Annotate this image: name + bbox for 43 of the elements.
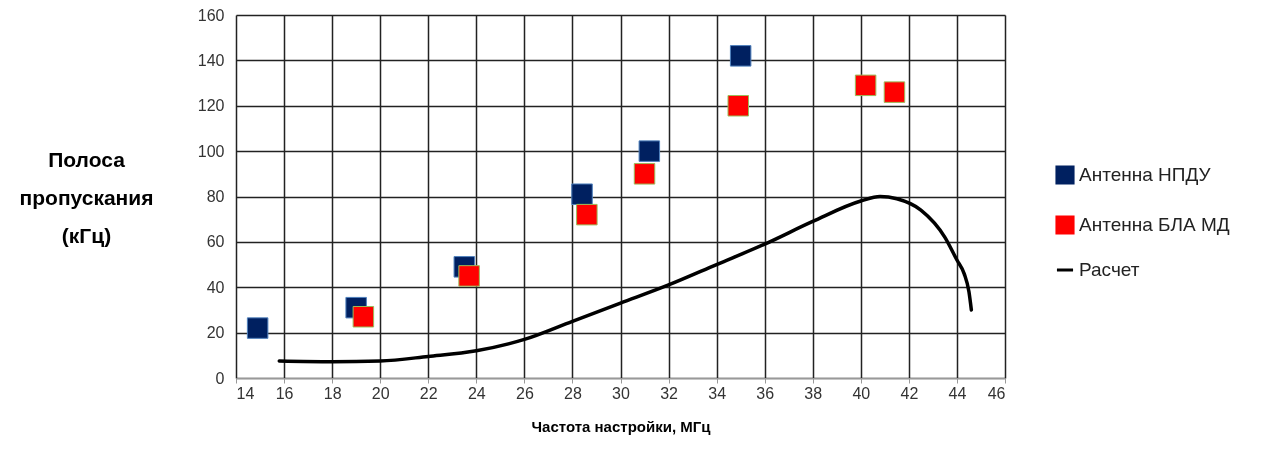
x-tick-label: 24	[467, 384, 486, 402]
x-tick-label: 30	[612, 384, 630, 402]
y-tick-label: 80	[206, 188, 225, 205]
point	[727, 95, 749, 117]
x-tick-label: 42	[900, 384, 919, 402]
point	[571, 183, 593, 205]
x-tick-label: 22	[419, 384, 438, 402]
y-tick-label: 40	[206, 278, 225, 296]
x-tick-label: 16	[275, 384, 294, 402]
x-tick-label: 46	[987, 384, 1006, 402]
x-tick-label: 36	[756, 384, 775, 402]
point	[352, 306, 375, 328]
point	[246, 317, 269, 339]
x-tick-label: 18	[323, 384, 342, 402]
x-tick-label: 44	[948, 384, 967, 402]
y-tick-label: 20	[206, 324, 225, 342]
x-tick-label: 28	[564, 384, 582, 402]
y-tick-label: 60	[206, 233, 225, 251]
point	[854, 74, 877, 97]
point	[633, 163, 656, 185]
point	[576, 203, 598, 226]
x-tick-label: 14	[236, 384, 255, 402]
point	[458, 265, 480, 287]
y-tick-label: 100	[197, 142, 225, 160]
line-series	[277, 194, 974, 364]
x-tick-label: 26	[515, 384, 534, 402]
y-axis-title: Полоса пропускания (кГц)	[19, 147, 154, 247]
legend-label: Антенна БЛА МД	[1079, 214, 1230, 235]
x-axis-title: Частота настройки, МГц	[531, 417, 712, 435]
x-tick-label: 20	[371, 384, 390, 402]
x-tick-label: 34	[708, 384, 727, 402]
y-tick-label: 0	[215, 369, 225, 387]
x-tick-label: 40	[852, 384, 871, 402]
x-tick-label: 38	[804, 384, 823, 402]
y-tick-label: 160	[197, 6, 225, 24]
y-tick-label: 140	[197, 51, 225, 69]
x-tick-label: 32	[660, 384, 679, 402]
legend-label: Антенна НПДУ	[1079, 164, 1212, 185]
y-tick-label: 120	[197, 97, 225, 115]
point	[883, 81, 906, 103]
point	[729, 45, 752, 67]
point	[638, 140, 661, 162]
legend-label: Расчет	[1079, 259, 1140, 280]
